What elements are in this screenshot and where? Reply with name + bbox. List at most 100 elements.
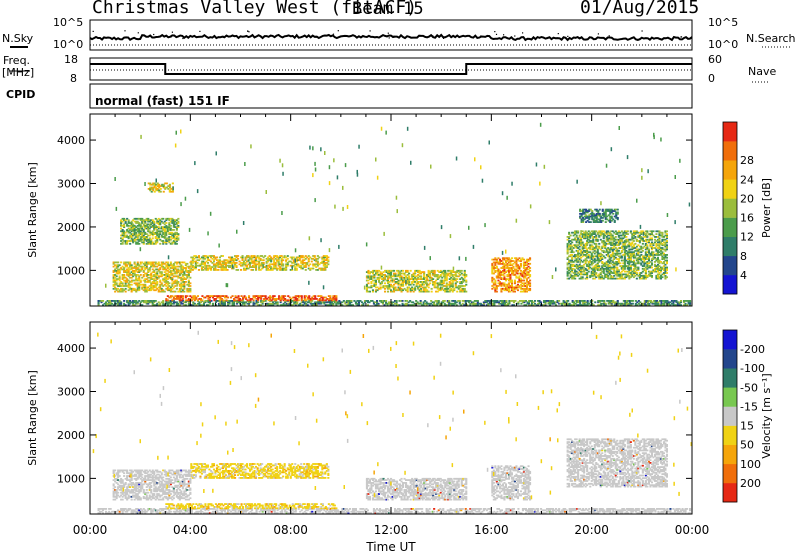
scatter-cell xyxy=(357,302,360,305)
scatter-cell xyxy=(405,289,408,292)
scatter-cell xyxy=(463,271,466,273)
scatter-cell xyxy=(171,269,174,272)
scatter-cell xyxy=(614,252,617,255)
scatter-cell xyxy=(218,256,221,259)
scatter-cell xyxy=(391,304,394,306)
scatter-cell xyxy=(515,269,518,272)
scatter-cell xyxy=(528,301,531,304)
scatter-cell xyxy=(632,269,635,272)
scatter-cell xyxy=(503,257,506,260)
nsky-dot xyxy=(171,31,173,33)
scatter-cell xyxy=(124,234,127,237)
scatter-cell xyxy=(500,262,503,265)
scatter-cell xyxy=(683,304,686,306)
scatter-cell xyxy=(444,269,447,272)
scatter-cell xyxy=(444,287,447,290)
scatter-cell xyxy=(609,300,612,302)
scatter-cell xyxy=(212,264,215,267)
scatter-cell xyxy=(614,230,617,233)
scatter-cell xyxy=(114,301,117,304)
scatter-cell xyxy=(485,304,488,306)
scatter-cell xyxy=(285,266,288,268)
scatter-cell xyxy=(118,272,121,275)
scatter-cell xyxy=(242,301,245,304)
scatter-cell xyxy=(518,260,521,262)
scatter-cell xyxy=(117,301,120,304)
scatter-cell xyxy=(294,299,297,302)
scatter-cell xyxy=(436,278,439,280)
scatter-cell xyxy=(444,278,447,280)
scatter-cell xyxy=(309,299,312,302)
scatter-cell xyxy=(398,304,401,306)
scatter-cell xyxy=(476,302,479,305)
scatter-cell xyxy=(207,295,210,297)
scatter-cell xyxy=(172,262,175,265)
scatter-cell xyxy=(492,265,495,268)
scatter-cell xyxy=(442,269,445,272)
scatter-cell xyxy=(494,267,497,269)
scatter-cell xyxy=(611,254,614,256)
scatter-cell xyxy=(296,295,299,297)
scatter-cell xyxy=(123,275,126,278)
scatter-cell xyxy=(118,289,121,292)
scatter-cell xyxy=(571,258,574,260)
scatter-cell xyxy=(330,301,333,304)
scatter-cell xyxy=(400,287,403,290)
scatter-cell xyxy=(590,241,593,244)
scatter-cell xyxy=(589,241,592,244)
scatter-cell xyxy=(623,234,626,237)
scatter-cell xyxy=(136,229,139,231)
scatter-cell xyxy=(613,252,616,255)
scatter-cell xyxy=(126,261,129,264)
scatter-cell xyxy=(571,267,574,270)
scatter-cell xyxy=(448,275,451,278)
scatter-cell xyxy=(620,251,623,254)
scatter-cell xyxy=(418,286,421,289)
scatter-cell xyxy=(321,257,324,260)
scatter-cell xyxy=(463,269,466,272)
scatter-cell xyxy=(451,289,454,292)
scatter-cell xyxy=(132,304,135,306)
scatter-cell xyxy=(640,248,643,251)
scatter-cell xyxy=(637,269,640,272)
scatter-cell xyxy=(521,258,524,261)
scatter-cell xyxy=(159,220,162,223)
scatter-cell xyxy=(141,229,144,231)
scatter-cell xyxy=(187,299,190,302)
scatter-cell xyxy=(142,234,145,237)
scatter-cell xyxy=(620,240,623,242)
scatter-cell xyxy=(133,287,136,290)
scatter-cell xyxy=(432,283,435,286)
scatter-cell xyxy=(130,222,133,224)
scatter-cell xyxy=(596,262,599,265)
scatter-cell xyxy=(189,271,192,273)
scatter-cell xyxy=(163,283,166,286)
scatter-cell xyxy=(159,185,162,187)
scatter-cell xyxy=(145,275,148,278)
scatter-cell xyxy=(529,283,532,286)
scatter-cell xyxy=(144,226,147,228)
scatter-cell xyxy=(132,271,135,273)
scatter-cell xyxy=(327,259,330,262)
scatter-cell xyxy=(315,266,318,268)
scatter-cell xyxy=(108,300,111,302)
scatter-cell xyxy=(497,269,500,272)
scatter-cell xyxy=(509,286,512,289)
scatter-cell xyxy=(144,287,147,290)
scatter-cell xyxy=(118,304,121,306)
scatter-cell xyxy=(569,234,572,237)
scatter-cell xyxy=(558,302,561,305)
scatter-cell xyxy=(132,289,135,292)
scatter-cell xyxy=(136,286,139,289)
scatter-cell xyxy=(259,269,262,271)
scatter-cell xyxy=(509,279,512,282)
scatter-cell xyxy=(442,285,445,287)
scatter-cell xyxy=(516,289,519,292)
scatter-cell xyxy=(498,261,501,264)
scatter-cell xyxy=(631,245,634,248)
scatter-cell xyxy=(436,269,439,272)
scatter-cell xyxy=(578,252,581,255)
scatter-cell xyxy=(199,264,202,267)
scatter-cell xyxy=(572,276,575,279)
scatter-cell xyxy=(376,300,379,302)
